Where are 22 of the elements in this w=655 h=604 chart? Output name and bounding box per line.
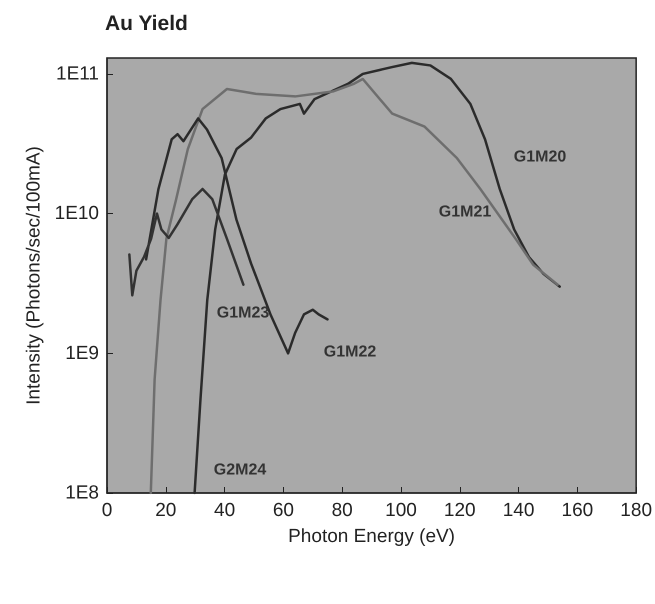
- x-tick-label: 80: [332, 500, 353, 521]
- y-tick-label: 1E8: [65, 482, 99, 504]
- annotation: G1M20: [514, 148, 566, 166]
- y-axis-title: Intensity (Photons/sec/100mA): [24, 146, 45, 405]
- x-tick-label: 20: [155, 500, 176, 521]
- x-tick-label: 60: [272, 500, 294, 521]
- y-tick-label: 1E11: [56, 63, 99, 84]
- x-tick-label: 40: [214, 500, 236, 521]
- chart-title: Au Yield: [105, 12, 188, 35]
- annotation: G2M24: [214, 462, 266, 478]
- x-tick-label: 100: [385, 500, 417, 521]
- x-tick-label: 180: [620, 500, 652, 521]
- y-tick-label: 1E10: [54, 203, 99, 224]
- annotation: G1M23: [216, 304, 270, 322]
- annotation: G1M22: [324, 344, 376, 360]
- x-tick-label: 160: [562, 500, 594, 521]
- y-tick-label: 1E9: [65, 342, 99, 364]
- x-tick-label: 0: [102, 500, 112, 521]
- annotation: G1M21: [438, 204, 492, 220]
- x-tick-label: 120: [444, 500, 476, 521]
- x-axis-title: Photon Energy (eV): [288, 526, 456, 547]
- x-tick-label: 140: [502, 500, 534, 521]
